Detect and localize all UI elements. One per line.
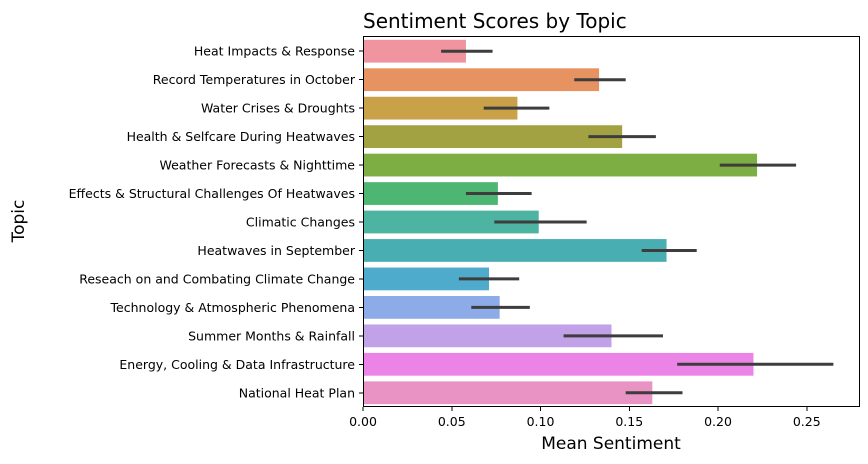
- y-tick-label: Summer Months & Rainfall: [188, 328, 355, 343]
- y-tick-label: Health & Selfcare During Heatwaves: [127, 129, 355, 144]
- y-tick-label: Heat Impacts & Response: [194, 44, 355, 59]
- y-tick-label: Heatwaves in September: [197, 243, 355, 258]
- error-bars-group: [441, 49, 834, 395]
- bars-group: [363, 39, 758, 405]
- bar: [363, 352, 754, 376]
- bar: [363, 296, 500, 319]
- y-axis-ticks: Heat Impacts & Response Record Temperatur…: [69, 44, 363, 400]
- y-tick-label: Record Temperatures in October: [153, 72, 356, 87]
- y-tick-label: Climatic Changes: [246, 215, 355, 230]
- chart-title: Sentiment Scores by Topic: [363, 9, 627, 33]
- bar: [363, 182, 498, 205]
- x-tick-label: 0.10: [527, 414, 555, 429]
- y-tick-label: Effects & Structural Challenges Of Heatw…: [69, 186, 355, 201]
- bar: [363, 381, 653, 405]
- y-tick-label: Reseach on and Combating Climate Change: [79, 271, 355, 286]
- bar: [363, 96, 518, 120]
- plot-frame: [363, 36, 860, 407]
- bar: [363, 267, 490, 291]
- bar: [363, 39, 466, 63]
- bar: [363, 210, 539, 234]
- bar: [363, 153, 758, 177]
- y-tick-label: National Heat Plan: [239, 385, 355, 400]
- x-axis-ticks: 0.00 0.05 0.10 0.15 0.20 0.25: [349, 407, 821, 429]
- bar: [363, 239, 667, 262]
- bar: [363, 324, 612, 348]
- y-tick-label: Technology & Atmospheric Phenomena: [110, 300, 355, 315]
- y-tick-label: Energy, Cooling & Data Infrastructure: [119, 357, 355, 372]
- bar: [363, 68, 600, 92]
- y-axis-title: Topic: [9, 200, 29, 244]
- x-tick-label: 0.25: [793, 414, 821, 429]
- x-tick-label: 0.20: [704, 414, 732, 429]
- x-tick-label: 0.05: [438, 414, 466, 429]
- x-axis-title: Mean Sentiment: [541, 434, 681, 454]
- bar: [363, 125, 623, 148]
- y-tick-label: Weather Forecasts & Nighttime: [159, 158, 355, 173]
- x-tick-label: 0.00: [349, 414, 377, 429]
- y-tick-label: Water Crises & Droughts: [201, 101, 355, 116]
- x-tick-label: 0.15: [615, 414, 643, 429]
